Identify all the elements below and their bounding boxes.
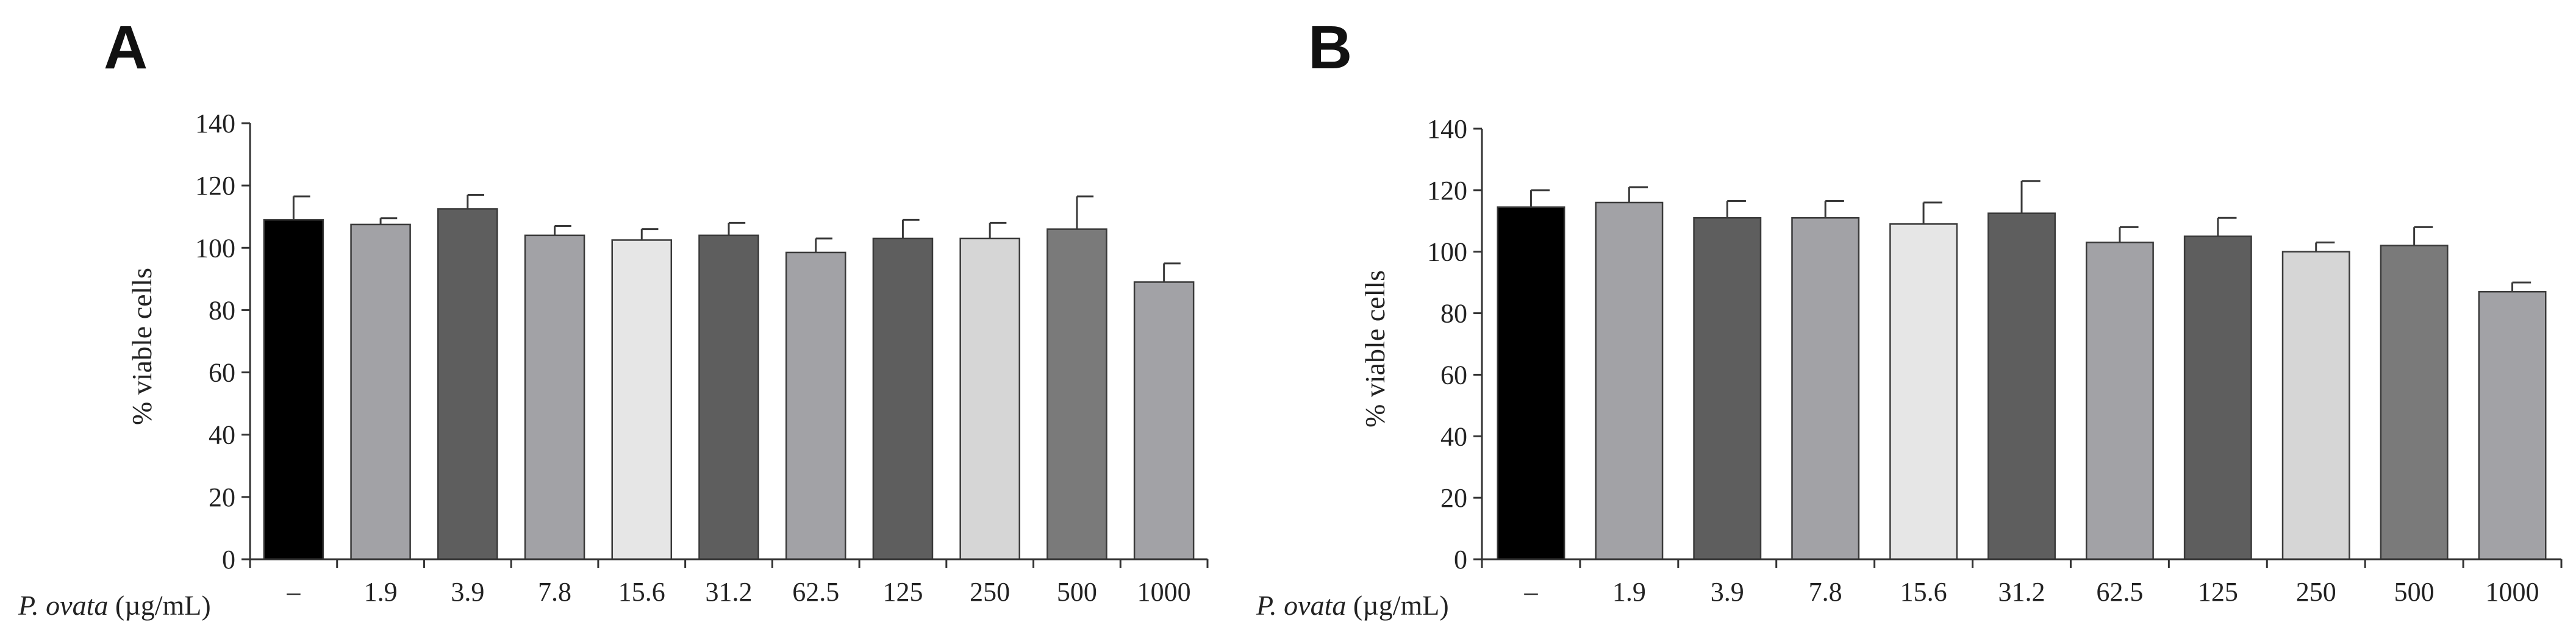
panel-b-x-axis-title-italic: P. ovata	[1256, 590, 1346, 621]
panel-a-plot-area: – 1.9 3.9 7.8 15.6 31.2 62.5 125 250 500 1000 0 20 40…	[195, 109, 1209, 607]
panel-a-x-tick-label-0: –	[286, 577, 301, 607]
panel-a-bar-10	[1133, 281, 1195, 560]
panel-a-bar-3	[524, 234, 585, 560]
panel-a-x-axis-title: P. ovata (µg/mL)	[18, 590, 211, 621]
panel-b-y-axis-title: % viable cells	[1359, 270, 1390, 428]
panel-b-bar-10	[2478, 291, 2547, 560]
panel-a-x-tick-label-9: 500	[1057, 577, 1097, 607]
panel-b-bar-1	[1595, 201, 1664, 560]
panel-b-y-tick-label-3: 60	[1440, 360, 1467, 390]
panel-b-x-tick-label-0: –	[1523, 577, 1538, 607]
panel-b-bar-8	[2281, 251, 2350, 560]
panel-b-y-tick-label-5: 100	[1427, 237, 1467, 267]
panel-b-y-tick-label-7: 140	[1427, 114, 1467, 144]
panel-b-bar-9	[2380, 245, 2449, 560]
panel-a-bar-2	[437, 208, 498, 560]
panel-a-bar-0	[263, 219, 324, 560]
panel-a-y-tick-label-7: 140	[195, 109, 235, 138]
panel-b-x-tick-label-2: 3.9	[1711, 577, 1744, 607]
panel-b-x-tick-label-7: 125	[2198, 577, 2238, 607]
panel-a-y-tick-label-1: 20	[209, 482, 235, 512]
panel-b-x-tick-label-1: 1.9	[1612, 577, 1646, 607]
panel-b-bar-7	[2183, 235, 2252, 560]
panel-b-bar-5	[1987, 212, 2056, 560]
panel-a-x-tick-label-1: 1.9	[364, 577, 398, 607]
panel-b-x-tick-label-3: 7.8	[1809, 577, 1842, 607]
panel-b-bar-6	[2085, 242, 2154, 560]
panel-a-x-tick-label-5: 31.2	[706, 577, 753, 607]
panel-a-x-tick-label-10: 1000	[1137, 577, 1191, 607]
panel-a-x-tick-label-8: 250	[970, 577, 1010, 607]
panel-a-y-tick-label-0: 0	[222, 545, 235, 575]
panel-b-x-tick-label-10: 1000	[2486, 577, 2539, 607]
panel-b-y-tick-label-6: 120	[1427, 176, 1467, 206]
panel-a: A % viable cells P. ovata (µg/mL) – 1.9 3.…	[18, 13, 1209, 621]
panel-a-x-tick-label-3: 7.8	[538, 577, 571, 607]
panel-b-y-tick-label-1: 20	[1440, 483, 1467, 513]
panel-b: B % viable cells P. ovata (µg/mL) – 1.9 3.…	[1256, 13, 2563, 621]
panel-b-x-tick-label-9: 500	[2394, 577, 2435, 607]
panel-b-x-tick-label-4: 15.6	[1900, 577, 1947, 607]
panel-a-y-tick-label-3: 60	[209, 358, 235, 388]
panel-b-x-tick-label-6: 62.5	[2096, 577, 2143, 607]
panel-a-y-tick-label-5: 100	[195, 233, 235, 263]
panel-a-bar-7	[872, 237, 934, 560]
panel-a-x-tick-label-4: 15.6	[618, 577, 665, 607]
panel-a-letter: A	[104, 13, 148, 82]
panel-b-x-axis-title-unit: (µg/mL)	[1346, 590, 1448, 621]
panel-a-y-tick-label-2: 40	[209, 420, 235, 450]
panel-b-x-tick-label-8: 250	[2296, 577, 2336, 607]
panel-b-bar-0	[1497, 206, 1565, 560]
panel-b-x-axis-title: P. ovata (µg/mL)	[1256, 590, 1449, 621]
panel-b-bar-2	[1693, 217, 1762, 560]
panel-a-x-axis-title-unit: (µg/mL)	[108, 590, 210, 621]
panel-b-x-tick-label-5: 31.2	[1998, 577, 2045, 607]
panel-a-bar-1	[350, 223, 411, 560]
panel-b-y-tick-label-4: 80	[1440, 299, 1467, 329]
panel-a-bar-5	[698, 234, 759, 560]
panel-b-plot-area: – 1.9 3.9 7.8 15.6 31.2 62.5 125 250 500 1000 0 20 40…	[1427, 114, 2563, 607]
panel-a-y-tick-label-4: 80	[209, 295, 235, 325]
panel-a-bar-8	[959, 237, 1020, 560]
panel-a-bar-9	[1046, 228, 1107, 560]
panel-b-letter: B	[1308, 13, 1352, 82]
panel-b-bar-3	[1791, 217, 1860, 560]
panel-a-bar-6	[785, 251, 846, 560]
panel-a-x-tick-label-6: 62.5	[792, 577, 839, 607]
panel-a-y-axis-title: % viable cells	[126, 268, 157, 425]
panel-b-bar-4	[1889, 223, 1958, 560]
panel-b-y-tick-label-0: 0	[1454, 545, 1467, 575]
panel-a-x-tick-label-2: 3.9	[451, 577, 484, 607]
panel-a-x-axis-title-italic: P. ovata	[18, 590, 108, 621]
panel-a-x-tick-label-7: 125	[882, 577, 923, 607]
panel-a-bar-4	[611, 239, 673, 560]
panel-a-y-tick-label-6: 120	[195, 171, 235, 201]
panel-b-y-tick-label-2: 40	[1440, 421, 1467, 451]
